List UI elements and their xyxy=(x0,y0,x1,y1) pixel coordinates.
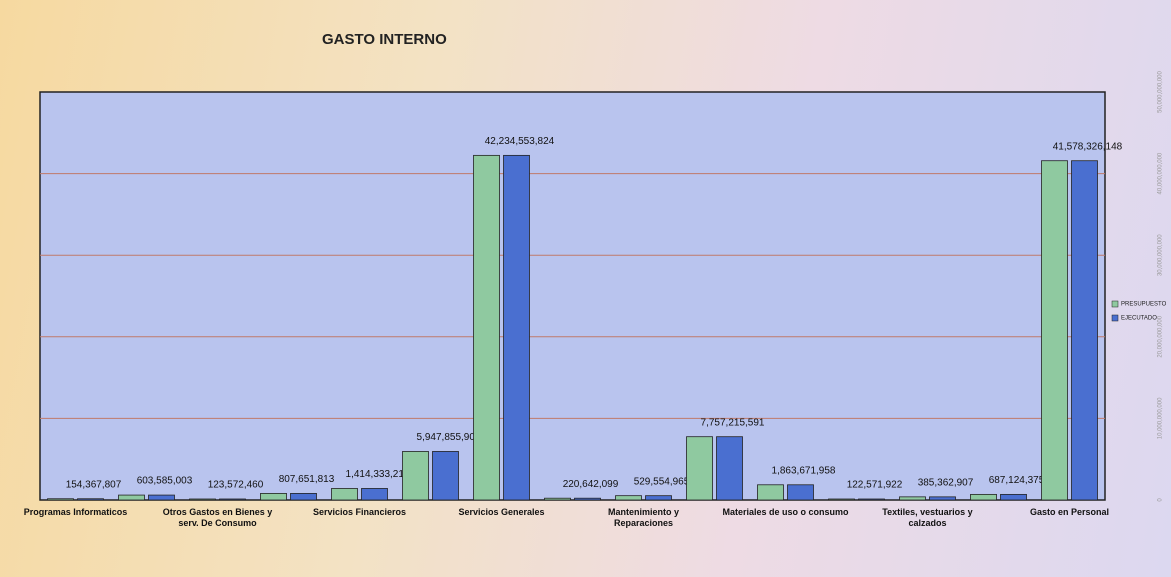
bar xyxy=(970,493,997,501)
bar xyxy=(929,496,956,501)
y-tick-label: 0 xyxy=(1158,498,1164,502)
bar xyxy=(148,494,175,501)
bar xyxy=(503,154,530,501)
bar xyxy=(899,496,926,501)
y-tick-label: 50,000,000,000 xyxy=(1158,70,1164,112)
bar xyxy=(1071,160,1098,501)
data-label: 807,651,813 xyxy=(279,474,335,485)
x-tick-label: Programas Informaticos xyxy=(23,507,128,517)
data-label: 687,124,375 xyxy=(989,475,1045,486)
bar xyxy=(118,494,145,501)
bar xyxy=(645,495,672,501)
legend-swatch xyxy=(1111,314,1119,322)
x-tick-label: Servicios Financieros xyxy=(312,507,407,517)
bar xyxy=(331,488,358,501)
x-tick-label: Mantenimiento y Reparaciones xyxy=(607,507,679,528)
x-tick-label: Textiles, vestuarios y calzados xyxy=(882,507,973,528)
bar xyxy=(432,451,459,501)
legend-label: EJECUTADO xyxy=(1121,316,1157,322)
data-label: 122,571,922 xyxy=(847,480,903,491)
x-tick-label: Servicios Generales xyxy=(458,507,545,517)
legend-swatch xyxy=(1111,300,1119,308)
data-label: 220,642,099 xyxy=(563,479,619,490)
data-label: 529,554,965 xyxy=(634,476,690,487)
plot-area xyxy=(39,91,1106,501)
bar xyxy=(402,451,429,501)
bar xyxy=(290,493,317,501)
bar xyxy=(1000,493,1027,501)
bar xyxy=(757,484,784,501)
bar xyxy=(787,484,814,501)
y-tick-label: 30,000,000,000 xyxy=(1158,234,1164,276)
bar xyxy=(686,436,713,501)
bar xyxy=(1041,160,1068,501)
bar xyxy=(189,498,216,501)
data-label: 603,585,003 xyxy=(137,476,193,487)
x-tick-label: Materiales de uso o consumo xyxy=(722,507,849,517)
data-label: 1,414,333,217 xyxy=(346,469,410,480)
y-tick-label: 20,000,000,000 xyxy=(1158,315,1164,357)
data-label: 42,234,553,824 xyxy=(485,136,555,147)
data-label: 123,572,460 xyxy=(208,480,264,491)
x-tick-label: Otros Gastos en Bienes y serv. De Consum… xyxy=(162,507,273,528)
data-label: 154,367,807 xyxy=(66,479,122,490)
bar xyxy=(361,488,388,501)
bar xyxy=(47,498,74,501)
chart-title: GASTO INTERNO xyxy=(322,31,447,48)
x-tick-label: Gasto en Personal xyxy=(1029,507,1110,517)
bar xyxy=(544,497,571,501)
bar xyxy=(574,497,601,501)
bar xyxy=(77,498,104,501)
bar xyxy=(828,498,855,501)
data-label: 7,757,215,591 xyxy=(701,417,765,428)
data-label: 41,578,326,148 xyxy=(1053,141,1123,152)
bar xyxy=(858,498,885,501)
bar xyxy=(260,493,287,501)
bar xyxy=(219,498,246,501)
bar xyxy=(615,495,642,501)
bar xyxy=(473,154,500,501)
data-label: 385,362,907 xyxy=(918,477,974,488)
y-tick-label: 10,000,000,000 xyxy=(1158,397,1164,439)
data-label: 5,947,855,906 xyxy=(417,432,481,443)
data-label: 1,863,671,958 xyxy=(772,465,836,476)
legend-label: PRESUPUESTO xyxy=(1121,302,1167,308)
y-tick-label: 40,000,000,000 xyxy=(1158,152,1164,194)
bar xyxy=(716,436,743,501)
